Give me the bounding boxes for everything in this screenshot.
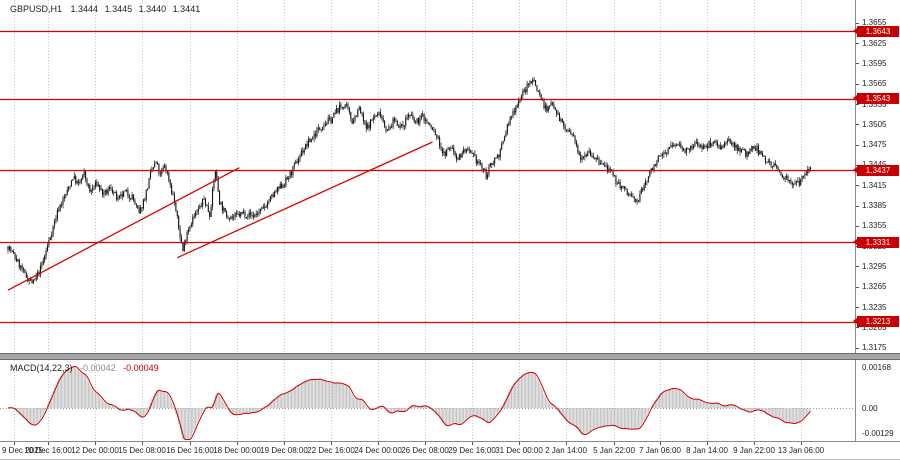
time-tick-label: 10 Dec 16:00: [24, 446, 72, 455]
price-tick-mark: [856, 124, 859, 126]
macd-indicator-label: MACD(14,22,3) -0.00042 -0.00049: [10, 363, 159, 373]
price-tick-label: 1.3295: [862, 261, 887, 271]
macd-tick-label: -0.00129: [862, 429, 894, 438]
price-line-badge: 1.3213: [853, 316, 899, 328]
price-tick-label: 1.3175: [862, 343, 887, 353]
macd-name: MACD(14,22,3): [10, 363, 73, 373]
price-tick-mark: [856, 104, 859, 106]
time-tick-mark: [566, 442, 567, 445]
price-tick-mark: [856, 307, 859, 309]
price-tick-mark: [856, 83, 859, 85]
time-tick-label: 26 Dec 08:00: [401, 446, 449, 455]
time-tick-label: 12 Dec 00:00: [71, 446, 119, 455]
price-tick-label: 1.3625: [862, 38, 887, 48]
price-line-badge: 1.3437: [853, 164, 899, 176]
time-tick-label: 15 Dec 08:00: [118, 446, 166, 455]
quote-high: 1.3445: [104, 4, 133, 14]
price-tick-label: 1.3595: [862, 58, 887, 68]
price-line-badge: 1.3331: [853, 236, 899, 248]
time-tick-label: 18 Dec 00:00: [213, 446, 261, 455]
price-axis[interactable]: 1.36551.36251.35951.35651.35351.35051.34…: [853, 0, 900, 441]
time-tick-mark: [519, 442, 520, 445]
time-tick-mark: [190, 442, 191, 445]
chart-title: GBPUSD,H1 1.3444 1.3445 1.3440 1.3441: [10, 4, 204, 14]
time-tick-mark: [237, 442, 238, 445]
price-tick-mark: [856, 327, 859, 329]
price-tick-label: 1.3505: [862, 119, 887, 129]
time-tick-mark: [14, 442, 15, 445]
time-tick-mark: [378, 442, 379, 445]
time-axis[interactable]: 9 Dec 2025 10 Dec 16:00 12 Dec 00:00 15 Dec…: [0, 441, 900, 459]
symbol-timeframe-label: GBPUSD,H1: [10, 4, 63, 14]
time-tick-label: 7 Jan 06:00: [639, 446, 681, 455]
quote-low: 1.3440: [138, 4, 167, 14]
time-tick-label: 13 Jan 06:00: [777, 446, 825, 455]
price-tick-mark: [856, 266, 859, 268]
quote-open: 1.3444: [70, 4, 99, 14]
time-tick-label: 8 Jan 14:00: [686, 446, 728, 455]
time-tick-mark: [660, 442, 661, 445]
time-tick-mark: [95, 442, 96, 445]
panel-splitter[interactable]: [0, 353, 900, 360]
price-tick-label: 1.3475: [862, 140, 887, 150]
price-line-badge: 1.3643: [853, 25, 899, 37]
macd-tick-label: 0.00168: [862, 363, 891, 372]
time-tick-mark: [472, 442, 473, 445]
price-line-badge: 1.3543: [853, 93, 899, 105]
time-tick-label: 19 Dec 08:00: [260, 446, 308, 455]
price-tick-mark: [856, 22, 859, 24]
macd-current-value: -0.00042: [80, 363, 116, 373]
time-tick-mark: [284, 442, 285, 445]
time-tick-mark: [331, 442, 332, 445]
time-tick-mark: [142, 442, 143, 445]
price-tick-label: 1.3265: [862, 282, 887, 292]
price-tick-mark: [856, 144, 859, 146]
time-tick-label: 9 Jan 22:00: [733, 446, 775, 455]
price-tick-label: 1.3385: [862, 201, 887, 211]
price-tick-mark: [856, 347, 859, 349]
price-tick-mark: [856, 43, 859, 45]
time-tick-label: 5 Jan 22:00: [593, 446, 635, 455]
price-tick-mark: [856, 286, 859, 288]
time-tick-label: 22 Dec 16:00: [307, 446, 355, 455]
quote-close: 1.3441: [172, 4, 201, 14]
time-tick-mark: [48, 442, 49, 445]
time-tick-label: 24 Dec 00:00: [354, 446, 402, 455]
time-tick-mark: [754, 442, 755, 445]
price-tick-label: 1.3565: [862, 79, 887, 89]
time-tick-label: 31 Dec 00:00: [495, 446, 543, 455]
time-tick-mark: [614, 442, 615, 445]
time-tick-mark: [707, 442, 708, 445]
price-tick-mark: [856, 225, 859, 227]
price-tick-label: 1.3655: [862, 18, 887, 28]
price-tick-label: 1.3235: [862, 302, 887, 312]
time-tick-mark: [425, 442, 426, 445]
price-tick-mark: [856, 185, 859, 187]
time-tick-mark: [801, 442, 802, 445]
time-tick-label: 9 Dec 2025: [2, 446, 43, 455]
time-tick-label: 16 Dec 16:00: [166, 446, 214, 455]
time-tick-label: 2 Jan 14:00: [545, 446, 587, 455]
macd-tick-label: 0.00: [862, 403, 878, 413]
macd-signal-value: -0.00049: [123, 363, 159, 373]
price-tick-label: 1.3415: [862, 180, 887, 190]
time-tick-label: 29 Dec 16:00: [448, 446, 496, 455]
price-tick-label: 1.3355: [862, 221, 887, 231]
price-tick-mark: [856, 63, 859, 65]
price-tick-mark: [856, 205, 859, 207]
